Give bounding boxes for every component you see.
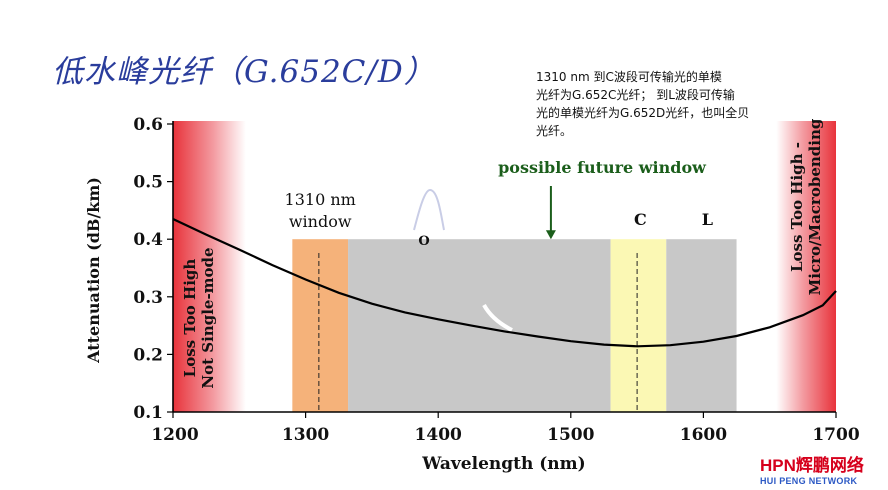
- annotation-text: possible future window: [498, 158, 707, 177]
- window-label: window: [289, 212, 352, 231]
- window-label: 1310 nm: [285, 190, 356, 209]
- edge-band: [173, 121, 246, 412]
- window-region: [666, 239, 737, 412]
- logo-sub-text: HUI PENG NETWORK: [760, 476, 858, 486]
- chart-decorations: O: [413, 188, 513, 332]
- attenuation-line: [172, 218, 837, 348]
- brand-logo: HPN辉鹏网络 HUI PENG NETWORK: [760, 451, 888, 486]
- window-region: [610, 239, 667, 412]
- edge-band-label: Loss Too High -: [788, 142, 806, 272]
- note-line: 光的单模光纤为G.652D光纤，也叫全贝: [536, 106, 750, 120]
- edge-bands: Loss Too High Not Single-mode Loss Too Hig…: [173, 118, 836, 412]
- y-tick-label: 0.5: [133, 173, 163, 193]
- edge-band-label: Micro/Macrobending: [806, 118, 824, 295]
- slide-title: 低水峰光纤（G.652C/D）: [52, 54, 436, 90]
- water-peak-outline: [413, 188, 445, 231]
- axes: 0.1 0.2 0.3 0.4 0.5 0.6 1200 1300 1400 1500 1600 17…: [84, 115, 860, 474]
- y-tick-label: 0.6: [133, 115, 163, 135]
- logo-main-text: HPN辉鹏网络: [760, 456, 864, 475]
- note-line: 1310 nm 到C波段可传输光的单模: [536, 70, 722, 84]
- note-line: 光纤。: [536, 124, 573, 138]
- x-tick-label: 1400: [415, 425, 462, 445]
- edge-band: [776, 121, 836, 412]
- window-region: [292, 239, 349, 412]
- y-tick-label: 0.1: [133, 403, 163, 423]
- y-tick-label: 0.2: [133, 345, 163, 365]
- water-peak-letter: O: [418, 234, 429, 249]
- attenuation-series: [172, 218, 837, 348]
- window-region: [348, 239, 611, 412]
- band-letter-label: C: [634, 210, 647, 229]
- y-axis-title: Attenuation (dB/km): [84, 177, 103, 364]
- x-tick-label: 1700: [812, 425, 859, 445]
- note-line: 光纤为G.652C光纤； 到L波段可传输: [536, 88, 735, 102]
- y-tick-label: 0.4: [133, 230, 163, 250]
- edge-band-label: Not Single-mode: [199, 247, 217, 388]
- annotation-arrowhead: [545, 230, 556, 240]
- x-tick-label: 1300: [282, 425, 329, 445]
- x-axis-title: Wavelength (nm): [421, 454, 585, 474]
- x-tick-label: 1600: [680, 425, 727, 445]
- x-tick-label: 1500: [547, 425, 594, 445]
- edge-band-label: Loss Too High: [181, 259, 199, 378]
- x-tick-label: 1200: [151, 425, 198, 445]
- band-letter-label: L: [702, 210, 713, 229]
- dashed-markers: [318, 253, 638, 412]
- y-tick-label: 0.3: [133, 288, 163, 308]
- water-peak-outline: [482, 303, 513, 332]
- note-text: 1310 nm 到C波段可传输光的单模 光纤为G.652C光纤； 到L波段可传输…: [536, 68, 836, 140]
- wavelength-windows: [292, 239, 737, 412]
